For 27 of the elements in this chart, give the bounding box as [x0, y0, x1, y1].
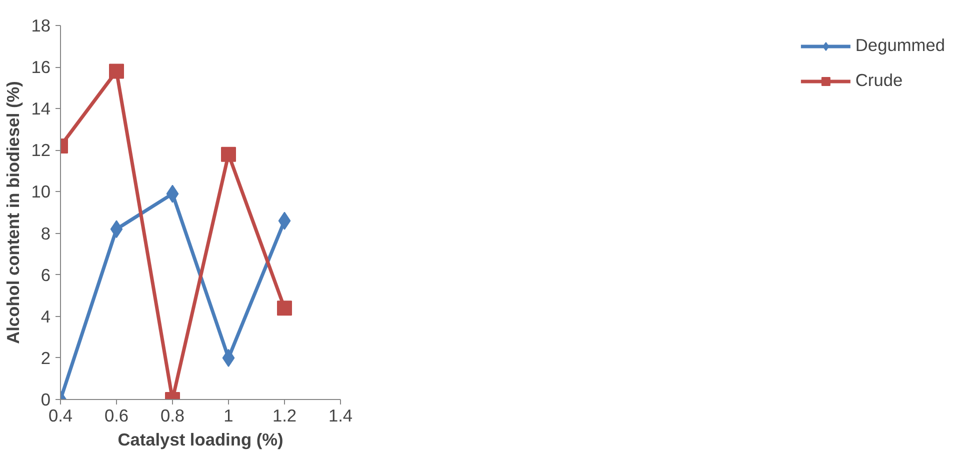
x-tick-label: 1.2: [272, 406, 297, 426]
y-tick-label: 2: [40, 348, 51, 368]
x-axis-title: Catalyst loading (%): [118, 430, 284, 450]
point: [222, 348, 235, 367]
legend-label: Degummed: [855, 35, 945, 56]
point: [109, 64, 124, 79]
y-tick-label: 4: [40, 306, 51, 326]
y-tick-label: 0: [40, 390, 51, 410]
y-tick-label: 14: [31, 98, 51, 119]
point: [278, 212, 291, 230]
point: [277, 300, 292, 316]
y-tick-label: 8: [40, 223, 51, 244]
x-tick-label: 0.8: [160, 406, 185, 426]
y-tick-label: 18: [31, 16, 51, 36]
point: [166, 184, 179, 203]
legend-label: Crude: [855, 70, 903, 91]
y-tick-label: 12: [31, 140, 51, 160]
point: [221, 146, 236, 162]
y-axis-title: Alcohol content in biodiesel (%): [3, 81, 24, 344]
x-tick-label: 0.4: [48, 406, 73, 426]
y-tick-label: 10: [31, 182, 51, 202]
x-tick-label: 1.4: [328, 406, 353, 426]
point: [110, 220, 123, 238]
x-tick-label: 1: [224, 406, 234, 426]
y-tick-label: 16: [31, 57, 51, 78]
x-tick-label: 0.6: [104, 406, 129, 426]
y-tick-label: 6: [40, 264, 51, 285]
